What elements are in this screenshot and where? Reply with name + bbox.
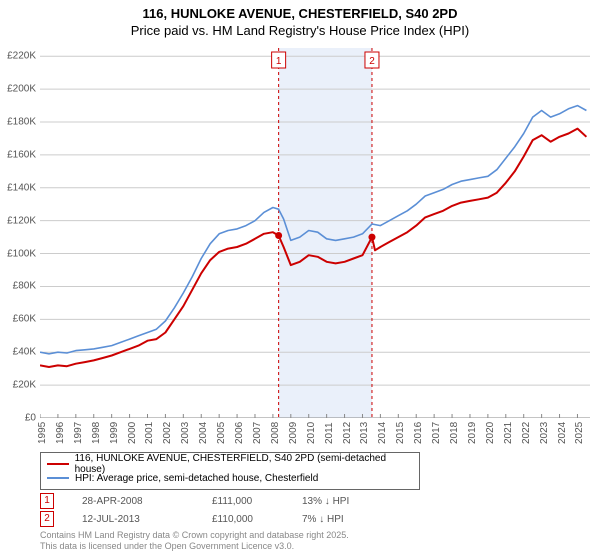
x-tick-label: 2025 bbox=[574, 422, 585, 444]
x-tick-label: 2002 bbox=[162, 422, 173, 444]
transaction-price: £111,000 bbox=[212, 496, 302, 507]
transaction-date: 12-JUL-2013 bbox=[82, 514, 212, 525]
y-tick-label: £160K bbox=[0, 149, 36, 160]
y-tick-label: £140K bbox=[0, 182, 36, 193]
x-tick-label: 2016 bbox=[413, 422, 424, 444]
x-tick-label: 2007 bbox=[252, 422, 263, 444]
x-tick-label: 1996 bbox=[55, 422, 66, 444]
x-tick-label: 2004 bbox=[198, 422, 209, 444]
x-tick-label: 2023 bbox=[539, 422, 550, 444]
transaction-date: 28-APR-2008 bbox=[82, 496, 212, 507]
x-tick-label: 2008 bbox=[270, 422, 281, 444]
transaction-marker-num: 2 bbox=[40, 511, 54, 527]
transaction-delta: 7% ↓ HPI bbox=[302, 514, 412, 525]
footer-attribution: Contains HM Land Registry data © Crown c… bbox=[40, 530, 349, 552]
legend-box: 116, HUNLOKE AVENUE, CHESTERFIELD, S40 2… bbox=[40, 452, 420, 490]
transactions-table: 1 28-APR-2008 £111,000 13% ↓ HPI 2 12-JU… bbox=[40, 492, 580, 528]
x-tick-label: 2001 bbox=[144, 422, 155, 444]
y-tick-label: £40K bbox=[0, 347, 36, 358]
x-tick-label: 2015 bbox=[395, 422, 406, 444]
x-tick-label: 1995 bbox=[37, 422, 48, 444]
transaction-price: £110,000 bbox=[212, 514, 302, 525]
chart-title-line1: 116, HUNLOKE AVENUE, CHESTERFIELD, S40 2… bbox=[0, 0, 600, 21]
y-tick-label: £0 bbox=[0, 413, 36, 424]
x-axis: 1995 1996 1997 1998 1999 2000 2001 2002 2003 2004… bbox=[40, 418, 590, 448]
x-tick-label: 2006 bbox=[234, 422, 245, 444]
transaction-delta: 13% ↓ HPI bbox=[302, 496, 412, 507]
x-tick-label: 2011 bbox=[324, 422, 335, 444]
x-tick-label: 2024 bbox=[557, 422, 568, 444]
x-tick-label: 2014 bbox=[377, 422, 388, 444]
legend-label-2: HPI: Average price, semi-detached house,… bbox=[75, 473, 318, 484]
y-tick-label: £120K bbox=[0, 215, 36, 226]
y-tick-label: £80K bbox=[0, 281, 36, 292]
y-tick-label: £100K bbox=[0, 248, 36, 259]
x-tick-label: 2000 bbox=[127, 422, 138, 444]
svg-text:1: 1 bbox=[276, 56, 282, 67]
x-tick-label: 1997 bbox=[73, 422, 84, 444]
y-tick-label: £220K bbox=[0, 51, 36, 62]
y-tick-label: £180K bbox=[0, 117, 36, 128]
x-tick-label: 2017 bbox=[431, 422, 442, 444]
legend-swatch-2 bbox=[47, 477, 69, 479]
x-tick-label: 2012 bbox=[342, 422, 353, 444]
x-tick-label: 2013 bbox=[359, 422, 370, 444]
legend-swatch-1 bbox=[47, 463, 69, 465]
svg-text:2: 2 bbox=[369, 56, 375, 67]
y-tick-label: £200K bbox=[0, 84, 36, 95]
y-axis: £0£20K£40K£60K£80K£100K£120K£140K£160K£1… bbox=[0, 48, 38, 418]
transaction-row: 1 28-APR-2008 £111,000 13% ↓ HPI bbox=[40, 492, 580, 510]
plot-area: 12 bbox=[40, 48, 590, 418]
x-tick-label: 2010 bbox=[306, 422, 317, 444]
transaction-row: 2 12-JUL-2013 £110,000 7% ↓ HPI bbox=[40, 510, 580, 528]
x-tick-label: 2005 bbox=[216, 422, 227, 444]
footer-line1: Contains HM Land Registry data © Crown c… bbox=[40, 530, 349, 541]
x-tick-label: 1998 bbox=[91, 422, 102, 444]
x-tick-label: 2022 bbox=[521, 422, 532, 444]
y-tick-label: £20K bbox=[0, 380, 36, 391]
transaction-marker-num: 1 bbox=[40, 493, 54, 509]
x-tick-label: 1999 bbox=[109, 422, 120, 444]
x-tick-label: 2009 bbox=[288, 422, 299, 444]
y-tick-label: £60K bbox=[0, 314, 36, 325]
x-tick-label: 2018 bbox=[449, 422, 460, 444]
legend-row: 116, HUNLOKE AVENUE, CHESTERFIELD, S40 2… bbox=[47, 457, 413, 471]
x-tick-label: 2003 bbox=[180, 422, 191, 444]
plot-svg: 12 bbox=[40, 48, 590, 418]
footer-line2: This data is licensed under the Open Gov… bbox=[40, 541, 349, 552]
x-tick-label: 2021 bbox=[503, 422, 514, 444]
x-tick-label: 2019 bbox=[467, 422, 478, 444]
chart-title-line2: Price paid vs. HM Land Registry's House … bbox=[0, 21, 600, 42]
chart-container: 116, HUNLOKE AVENUE, CHESTERFIELD, S40 2… bbox=[0, 0, 600, 560]
x-tick-label: 2020 bbox=[485, 422, 496, 444]
